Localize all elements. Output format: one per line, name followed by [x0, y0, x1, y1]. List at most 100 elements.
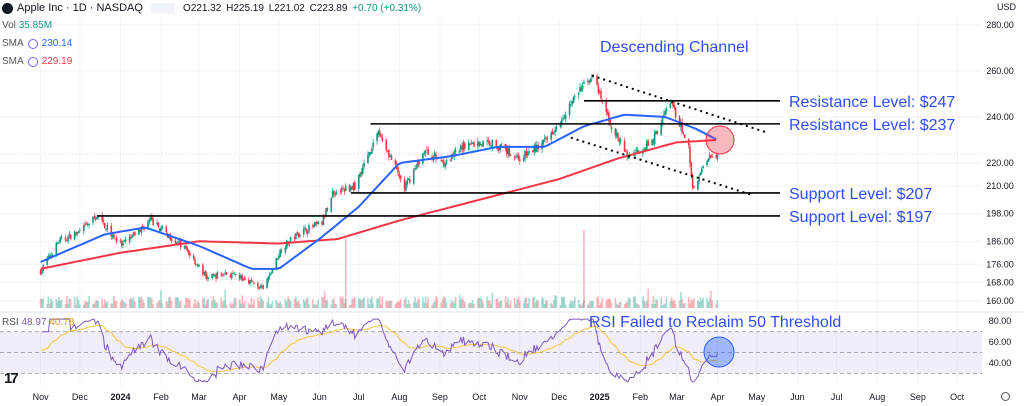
- low-value: L221.02: [268, 2, 305, 14]
- volume-bar: [160, 290, 162, 308]
- y-tick-label: 168.00: [986, 278, 1014, 288]
- volume-bar: [313, 304, 316, 308]
- candle-body: [445, 159, 448, 164]
- candle-body: [92, 216, 94, 223]
- candle-body: [206, 274, 208, 280]
- volume-bar: [179, 300, 182, 308]
- candle-body: [158, 228, 161, 232]
- candle-body: [165, 226, 168, 232]
- volume-bar: [433, 301, 436, 308]
- settings-icon[interactable]: [27, 56, 38, 67]
- volume-bar: [137, 296, 140, 308]
- volume-bar: [559, 304, 562, 308]
- volume-bar: [634, 296, 636, 308]
- candle-body: [174, 240, 177, 244]
- volume-bar: [562, 297, 564, 308]
- volume-bar: [515, 304, 517, 308]
- sma-fast-label: SMA: [2, 38, 24, 49]
- candle-body: [305, 228, 308, 233]
- candle-body: [418, 160, 420, 165]
- volume-bar: [426, 303, 428, 308]
- candle-body: [93, 216, 96, 219]
- volume-bar: [674, 304, 677, 308]
- volume-bar: [102, 304, 105, 308]
- settings-icon[interactable]: [27, 38, 38, 49]
- volume-bar: [660, 297, 663, 308]
- candle-body: [363, 162, 365, 167]
- candle-body: [682, 133, 685, 135]
- volume-bar: [571, 302, 573, 308]
- grid: [0, 18, 982, 386]
- candle-body: [123, 240, 126, 242]
- candle-body: [691, 175, 694, 188]
- volume-bar: [693, 298, 695, 308]
- rsi-label: RSI: [2, 317, 19, 328]
- volume-bar: [572, 300, 575, 308]
- volume-bar: [250, 297, 253, 308]
- candle-body: [587, 80, 589, 82]
- volume-bar: [41, 298, 43, 308]
- volume-bar: [369, 298, 372, 308]
- candle-body: [681, 122, 683, 134]
- currency-label[interactable]: USD: [996, 2, 1016, 12]
- candle-body: [233, 273, 236, 274]
- volume-bar: [325, 300, 327, 308]
- candle-body: [67, 236, 69, 242]
- candle-body: [102, 220, 105, 222]
- candle-body: [96, 216, 98, 219]
- candle-body: [285, 240, 288, 249]
- candle-body: [186, 247, 189, 251]
- tradingview-logo[interactable]: 17: [4, 370, 19, 387]
- sma-slow-value: 229.19: [41, 56, 73, 67]
- volume-bar: [361, 298, 364, 308]
- candle-body: [683, 134, 686, 138]
- candle-body: [380, 134, 382, 137]
- candle-body: [441, 159, 444, 161]
- candle-body: [617, 133, 619, 139]
- volume-bar: [661, 304, 664, 308]
- volume-bar: [414, 296, 416, 308]
- candle-body: [352, 182, 355, 191]
- candle-body: [469, 143, 471, 145]
- chart-settings-icon[interactable]: [1001, 392, 1010, 401]
- candle-body: [646, 141, 648, 151]
- candle-body: [409, 179, 411, 183]
- volume-bar: [147, 296, 149, 308]
- volume-bar: [380, 304, 382, 308]
- candle-body: [46, 259, 48, 265]
- volume-bar: [665, 296, 668, 308]
- volume-bar: [207, 298, 209, 308]
- volume-bar: [397, 301, 399, 308]
- volume-bar: [555, 296, 558, 308]
- candle-body: [58, 242, 60, 244]
- moving-averages: [40, 113, 717, 270]
- candle-body: [541, 142, 543, 150]
- volume-bar: [295, 296, 297, 308]
- volume-bar: [141, 299, 144, 308]
- volume-bar: [415, 302, 418, 308]
- volume-bar: [715, 304, 718, 308]
- candle-body: [491, 139, 494, 147]
- volume-bar: [628, 298, 631, 308]
- level-label: Resistance Level: $247: [789, 94, 955, 111]
- visibility-toggle-icon[interactable]: [150, 2, 175, 14]
- candle-body: [423, 153, 426, 155]
- candle-body: [275, 258, 278, 269]
- candle-body: [614, 128, 617, 136]
- x-tick-label: Jun: [790, 392, 805, 402]
- candle-body: [229, 275, 232, 278]
- candle-body: [335, 192, 338, 195]
- volume-bar: [533, 296, 536, 308]
- volume-bar: [479, 297, 482, 308]
- candle-body: [406, 180, 409, 185]
- candle-body: [670, 102, 673, 104]
- volume-bar: [288, 298, 291, 308]
- volume-bar: [427, 297, 429, 308]
- volume-bar: [707, 301, 710, 308]
- volume-bar: [279, 301, 281, 308]
- candle-body: [543, 138, 546, 140]
- candle-body: [213, 274, 216, 276]
- candle-body: [75, 231, 77, 235]
- symbol-title[interactable]: Apple Inc · 1D · NASDAQ: [17, 2, 143, 14]
